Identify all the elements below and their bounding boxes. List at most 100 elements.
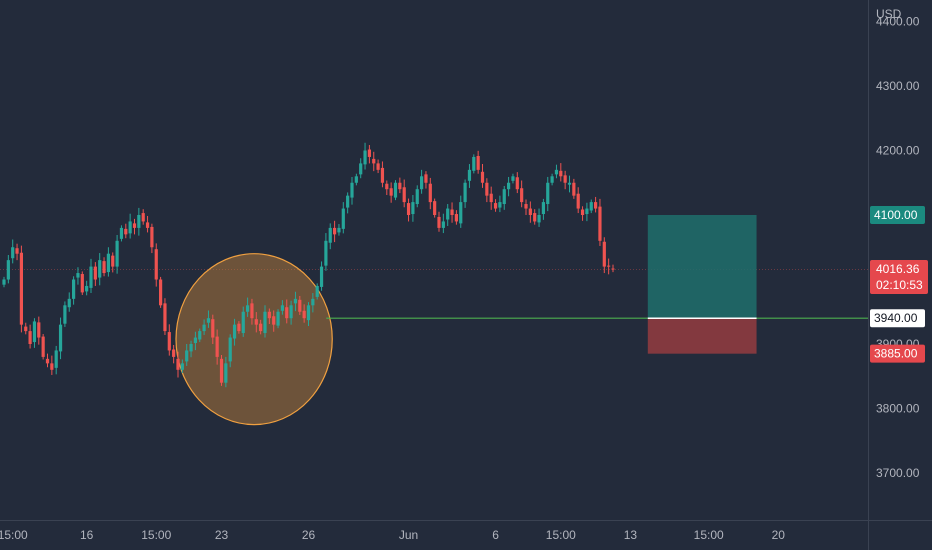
candle-body — [241, 311, 245, 334]
candle-body — [459, 202, 463, 224]
candle — [306, 302, 311, 326]
candle-body — [302, 310, 306, 319]
time-axis[interactable]: 15:00 16 15:00 23 26 Jun 6 15:00 13 15:00 20 — [0, 528, 785, 542]
plot-area[interactable] — [0, 142, 868, 426]
candle-body — [141, 213, 145, 222]
candle-body — [180, 363, 184, 370]
stop-zone — [647, 318, 757, 354]
candle-body — [102, 261, 106, 274]
candle — [259, 319, 263, 335]
candle-body — [380, 167, 385, 183]
candle — [32, 318, 37, 348]
candle — [576, 187, 580, 214]
candle — [189, 340, 193, 358]
candle-body — [206, 318, 211, 323]
price-tick-label: 4400.00 — [876, 15, 920, 29]
candle — [402, 179, 406, 208]
candle — [454, 210, 458, 225]
candle-body — [89, 266, 93, 288]
candle — [293, 291, 298, 312]
candle-body — [98, 260, 102, 278]
candle-body — [54, 350, 58, 368]
candle-body — [224, 363, 228, 383]
candle-body — [576, 193, 580, 209]
candle — [163, 298, 167, 335]
candle-body — [58, 324, 63, 352]
candle-body — [563, 175, 567, 183]
candle-body — [259, 323, 263, 332]
candle — [350, 176, 354, 205]
candle-body — [289, 305, 293, 319]
candle — [11, 239, 15, 264]
candle-body — [254, 319, 258, 325]
candle — [85, 280, 89, 296]
target-zone — [647, 215, 757, 319]
candle-body — [489, 193, 493, 203]
candle-body — [602, 241, 606, 267]
candle-body — [72, 279, 76, 299]
candle — [45, 353, 50, 368]
candle-body — [454, 214, 458, 222]
candle-body — [520, 188, 524, 203]
price-tick-label: 3800.00 — [876, 402, 920, 416]
candle-body — [276, 311, 280, 326]
candle — [24, 322, 28, 335]
candle — [507, 176, 511, 197]
price-tick-label: 4300.00 — [876, 79, 920, 93]
candle-body — [293, 298, 298, 304]
candle — [450, 202, 454, 223]
candle — [559, 163, 563, 182]
candle — [372, 151, 376, 172]
candle-body — [172, 349, 176, 357]
candle — [493, 199, 498, 212]
candle — [433, 198, 437, 218]
candle-body — [50, 363, 54, 370]
candle-body — [85, 285, 89, 292]
candle — [54, 345, 58, 375]
candle-body — [541, 202, 545, 215]
candle-body — [480, 171, 485, 183]
candle — [237, 321, 241, 334]
candle — [480, 164, 485, 188]
candle — [159, 276, 163, 308]
candle — [119, 225, 124, 242]
candle — [528, 201, 532, 223]
candle — [550, 173, 554, 186]
candle — [93, 262, 97, 286]
candle — [28, 324, 32, 349]
candle — [385, 180, 389, 196]
candle — [285, 299, 289, 324]
candle — [511, 173, 515, 184]
candle — [80, 271, 84, 295]
candle-body — [363, 150, 367, 165]
candle — [202, 319, 206, 335]
candle-body — [446, 208, 450, 220]
candle-body — [328, 227, 332, 243]
price-axis[interactable]: 3700.003800.003900.004000.004100.004200.… — [876, 15, 920, 481]
candle — [567, 175, 572, 193]
candle — [515, 172, 519, 194]
candle-body — [376, 163, 380, 170]
candle — [89, 258, 93, 294]
candle — [572, 178, 576, 199]
time-tick-label: 15:00 — [141, 528, 171, 542]
candle — [141, 209, 145, 225]
time-tick-label: 6 — [492, 528, 499, 542]
entry-price-tag-bg — [870, 309, 925, 328]
candle — [520, 180, 524, 208]
candle-body — [589, 202, 593, 211]
candle — [428, 177, 432, 210]
candle-body — [76, 273, 80, 278]
candle-body — [493, 203, 498, 209]
candle — [298, 295, 302, 315]
candle — [215, 329, 219, 365]
target-price-tag: 4100.00 — [874, 208, 918, 222]
candle-body — [145, 222, 150, 228]
candle-body — [250, 303, 254, 319]
candle-body — [176, 358, 180, 370]
candle-body — [167, 332, 171, 351]
candle — [337, 224, 341, 236]
candle — [598, 198, 602, 246]
